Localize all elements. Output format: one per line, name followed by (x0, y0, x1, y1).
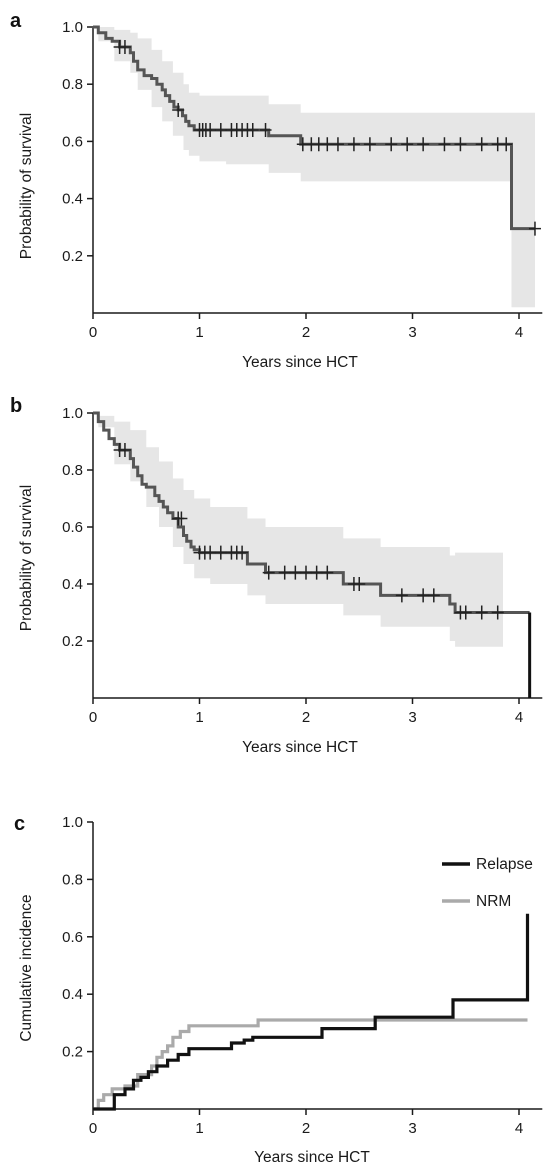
legend: Relapse NRM (442, 856, 533, 910)
y-tick-label: 0.4 (62, 986, 83, 1003)
legend-nrm-label: NRM (476, 893, 511, 910)
censor-mark (475, 605, 488, 620)
panel-c-ylabel: Cumulative incidence (18, 894, 35, 1041)
y-tick-label: 0.2 (62, 633, 83, 650)
censor-mark (401, 137, 414, 152)
x-tick-label: 0 (89, 324, 97, 341)
y-tick-label: 1.0 (62, 405, 83, 422)
censor-mark (347, 137, 360, 152)
censor-mark (214, 122, 227, 137)
panel-b-letter: b (10, 395, 22, 417)
censor-mark (289, 565, 302, 580)
censor-mark (491, 605, 504, 620)
x-tick-label: 4 (515, 709, 523, 726)
y-tick-label: 0.8 (62, 871, 83, 888)
legend-relapse-label: Relapse (476, 856, 533, 873)
censor-mark (246, 122, 259, 137)
censor-mark (204, 545, 217, 560)
x-tick-label: 1 (195, 1120, 203, 1137)
censor-mark (417, 588, 430, 603)
panel-c-letter: c (14, 813, 25, 835)
y-tick-label: 0.4 (62, 576, 83, 593)
x-tick-label: 1 (195, 709, 203, 726)
x-tick-label: 2 (302, 324, 310, 341)
censor-mark (475, 137, 488, 152)
censor-mark (214, 545, 227, 560)
y-tick-label: 0.6 (62, 929, 83, 946)
censor-mark (331, 137, 344, 152)
censor-mark (454, 137, 467, 152)
series-nrm-line (93, 1018, 528, 1111)
censor-mark (321, 137, 334, 152)
y-tick-label: 0.8 (62, 76, 83, 93)
y-tick-label: 0.2 (62, 248, 83, 265)
panel-c: c Cumulative incidence Years since HCT 0… (14, 813, 543, 1166)
x-tick-label: 4 (515, 1120, 523, 1137)
censor-mark (438, 137, 451, 152)
confidence-band (93, 27, 535, 308)
panel-c-plot: 0 1 2 3 4 0.2 0.4 0.6 0.8 1.0 (62, 814, 543, 1137)
x-tick-label: 0 (89, 1120, 97, 1137)
panel-b-xlabel: Years since HCT (242, 739, 358, 756)
censor-mark (278, 565, 291, 580)
y-tick-label: 0.2 (62, 1044, 83, 1061)
x-tick-label: 3 (408, 324, 416, 341)
panel-a-xlabel: Years since HCT (242, 354, 358, 371)
x-tick-label: 2 (302, 1120, 310, 1137)
censor-mark (172, 102, 185, 117)
censor-mark (363, 137, 376, 152)
panel-b: b Probability of survival Years since HC… (10, 395, 543, 756)
y-tick-label: 0.8 (62, 462, 83, 479)
censor-mark (385, 137, 398, 152)
y-tick-label: 1.0 (62, 814, 83, 831)
y-tick-label: 0.4 (62, 191, 83, 208)
confidence-band (93, 413, 503, 647)
censor-mark (259, 122, 272, 137)
x-tick-label: 0 (89, 709, 97, 726)
censor-mark (300, 565, 312, 580)
series-relapse-line (93, 913, 530, 1111)
x-tick-label: 3 (408, 1120, 416, 1137)
x-tick-label: 1 (195, 324, 203, 341)
censor-mark (427, 588, 440, 603)
x-tick-label: 3 (408, 709, 416, 726)
y-tick-label: 1.0 (62, 19, 83, 36)
censor-mark (262, 565, 275, 580)
x-tick-label: 2 (302, 709, 310, 726)
censor-mark (353, 577, 366, 591)
panel-a-ylabel: Probability of survival (18, 113, 35, 259)
panel-b-ylabel: Probability of survival (18, 485, 35, 631)
censor-mark (459, 605, 472, 620)
censor-mark (417, 137, 430, 152)
censor-mark (321, 565, 334, 580)
censor-mark (236, 545, 249, 560)
censor-mark (118, 443, 131, 458)
censor-mark (395, 588, 408, 603)
panel-b-plot: 0 1 2 3 4 0.2 0.4 0.6 0.8 1.0 (62, 405, 543, 726)
censor-mark (528, 221, 541, 236)
censor-mark (310, 565, 323, 580)
censor-mark (204, 122, 217, 137)
panel-a-plot: 0 1 2 3 4 0.2 0.4 0.6 0.8 1.0 (62, 19, 543, 341)
y-tick-label: 0.6 (62, 519, 83, 536)
panel-a-letter: a (10, 10, 22, 32)
censor-mark (500, 137, 513, 152)
panel-a: a Probability of survival Years since HC… (10, 10, 543, 371)
y-tick-label: 0.6 (62, 133, 83, 150)
censor-mark (118, 40, 131, 55)
censor-mark (175, 511, 188, 526)
panel-c-xlabel: Years since HCT (254, 1149, 370, 1166)
x-tick-label: 4 (515, 324, 523, 341)
